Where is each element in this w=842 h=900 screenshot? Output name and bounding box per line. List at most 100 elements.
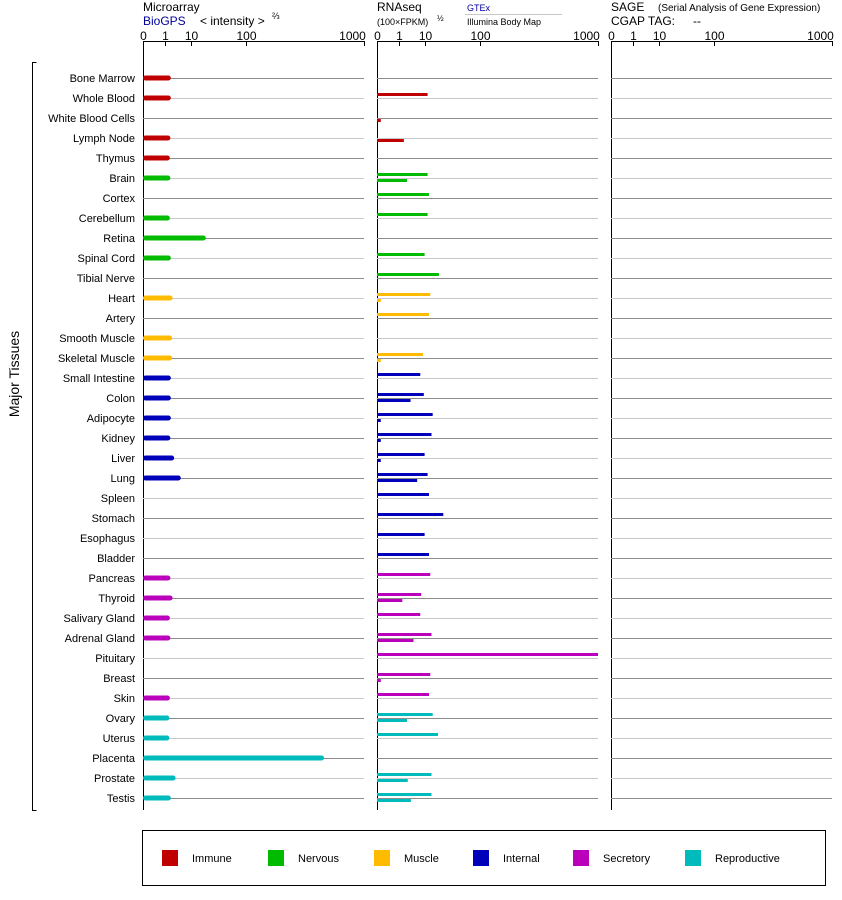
- tissue-label: Prostate: [94, 773, 135, 785]
- microarray-bar: [143, 435, 171, 441]
- legend-swatch-immune: [162, 850, 178, 866]
- rnaseq-ibm-bar: [377, 639, 414, 642]
- rnaseq-gtex-bar: [377, 653, 598, 656]
- rnaseq-tick-label: 100: [470, 29, 490, 43]
- rnaseq-ibm-bar: [377, 399, 411, 402]
- sage-tick-label: 10: [653, 29, 667, 43]
- tissue-label: Small Intestine: [63, 373, 135, 385]
- tissue-label: Cortex: [103, 193, 136, 205]
- microarray-tick-label: 1000: [339, 29, 366, 43]
- rnaseq-gtex-bar: [377, 553, 429, 556]
- microarray-bar: [143, 575, 171, 581]
- rnaseq-gtex-bar: [377, 193, 429, 196]
- microarray-bar: [143, 295, 173, 301]
- microarray-bar: [143, 475, 181, 481]
- tissue-label: Whole Blood: [73, 93, 135, 105]
- microarray-tick-label: 1: [162, 29, 169, 43]
- sage-subtitle: (Serial Analysis of Gene Expression): [658, 3, 820, 14]
- rnaseq-ibm-bar: [377, 139, 404, 142]
- microarray-bar: [143, 635, 171, 641]
- tissue-label: Placenta: [92, 753, 136, 765]
- rnaseq-gtex-bar: [377, 693, 429, 696]
- legend-label-internal: Internal: [503, 853, 540, 865]
- legend-label-muscle: Muscle: [404, 853, 439, 865]
- tissue-label: Lung: [111, 473, 135, 485]
- tissue-label: Retina: [103, 233, 136, 245]
- rnaseq-ibm-bar: [377, 599, 403, 602]
- rnaseq-ibm-bar: [377, 719, 407, 722]
- tissue-label: Artery: [106, 313, 136, 325]
- tissue-label: Skin: [114, 693, 135, 705]
- microarray-bar: [143, 235, 206, 241]
- rnaseq-tick-label: 1000: [573, 29, 600, 43]
- rnaseq-gtex-bar: [377, 633, 432, 636]
- rnaseq-ibm-bar: [377, 119, 381, 122]
- tissue-label: Salivary Gland: [63, 613, 135, 625]
- tissue-label: Skeletal Muscle: [58, 353, 135, 365]
- rnaseq-gtex-bar: [377, 253, 425, 256]
- microarray-title: Microarray: [143, 0, 200, 14]
- tissue-label: Spleen: [101, 493, 135, 505]
- microarray-bar: [143, 255, 171, 261]
- rnaseq-gtex-bar: [377, 413, 433, 416]
- tissue-label: Adrenal Gland: [65, 633, 135, 645]
- rnaseq-ibm-bar: [377, 179, 407, 182]
- microarray-bar: [143, 155, 170, 161]
- rnaseq-gtex-bar: [377, 593, 422, 596]
- rnaseq-gtex-bar: [377, 93, 428, 96]
- rnaseq-gtex-bar: [377, 293, 431, 296]
- microarray-tick-label: 10: [185, 29, 199, 43]
- tissue-label: Stomach: [92, 513, 135, 525]
- tissue-label: Uterus: [103, 733, 136, 745]
- legend-label-reproductive: Reproductive: [715, 853, 780, 865]
- rnaseq-gtex-bar: [377, 533, 425, 536]
- tissue-label: Adipocyte: [87, 413, 135, 425]
- rnaseq-ibm-bar: [377, 439, 381, 442]
- rnaseq-tick-label: 10: [419, 29, 433, 43]
- microarray-bar: [143, 415, 171, 421]
- tissue-label: Thyroid: [98, 593, 135, 605]
- tissue-label: Lymph Node: [73, 133, 135, 145]
- rnaseq-ibm-bar: [377, 419, 381, 422]
- microarray-bar: [143, 135, 171, 141]
- rnaseq-gtex-bar: [377, 353, 423, 356]
- microarray-bar: [143, 175, 171, 181]
- microarray-bar: [143, 395, 171, 401]
- rnaseq-gtex-bar: [377, 713, 433, 716]
- tissue-label: Breast: [103, 673, 135, 685]
- tissue-label: Ovary: [106, 713, 136, 725]
- legend-label-immune: Immune: [192, 853, 232, 865]
- legend-swatch-reproductive: [685, 850, 701, 866]
- tissue-label: Heart: [108, 293, 135, 305]
- tissue-label: Testis: [107, 793, 136, 805]
- biogps-label: BioGPS: [143, 14, 186, 28]
- tissue-label: Bladder: [97, 553, 135, 565]
- rnaseq-gtex-bar: [377, 493, 429, 496]
- tissue-label: Smooth Muscle: [59, 333, 135, 345]
- tissue-label: Liver: [111, 453, 135, 465]
- tissue-label: Tibial Nerve: [77, 273, 135, 285]
- rnaseq-tick-label: 1: [396, 29, 403, 43]
- tissue-label: Kidney: [101, 433, 135, 445]
- rnaseq-gtex-bar: [377, 773, 432, 776]
- rnaseq-gtex-bar: [377, 733, 438, 736]
- microarray-bar: [143, 755, 325, 761]
- rnaseq-ibm-bar: [377, 779, 408, 782]
- tissue-label: Cerebellum: [79, 213, 135, 225]
- tissue-label: Spinal Cord: [78, 253, 135, 265]
- sage-tick-label: 100: [704, 29, 724, 43]
- microarray-bar: [143, 335, 173, 341]
- rnaseq-gtex-bar: [377, 393, 424, 396]
- gtex-legend-label: GTEx: [467, 3, 491, 13]
- fpkm-metric-label: (100×FPKM): [377, 17, 428, 27]
- microarray-bar: [143, 75, 171, 81]
- fpkm-metric-exponent: ½: [437, 14, 444, 23]
- cgap-tag-value: --: [693, 14, 701, 28]
- tissue-label: Esophagus: [80, 533, 136, 545]
- microarray-tick-label: 0: [140, 29, 147, 43]
- rnaseq-title: RNAseq: [377, 0, 422, 14]
- legend-label-nervous: Nervous: [298, 853, 339, 865]
- rnaseq-gtex-bar: [377, 373, 421, 376]
- rnaseq-gtex-bar: [377, 573, 431, 576]
- rnaseq-ibm-bar: [377, 479, 418, 482]
